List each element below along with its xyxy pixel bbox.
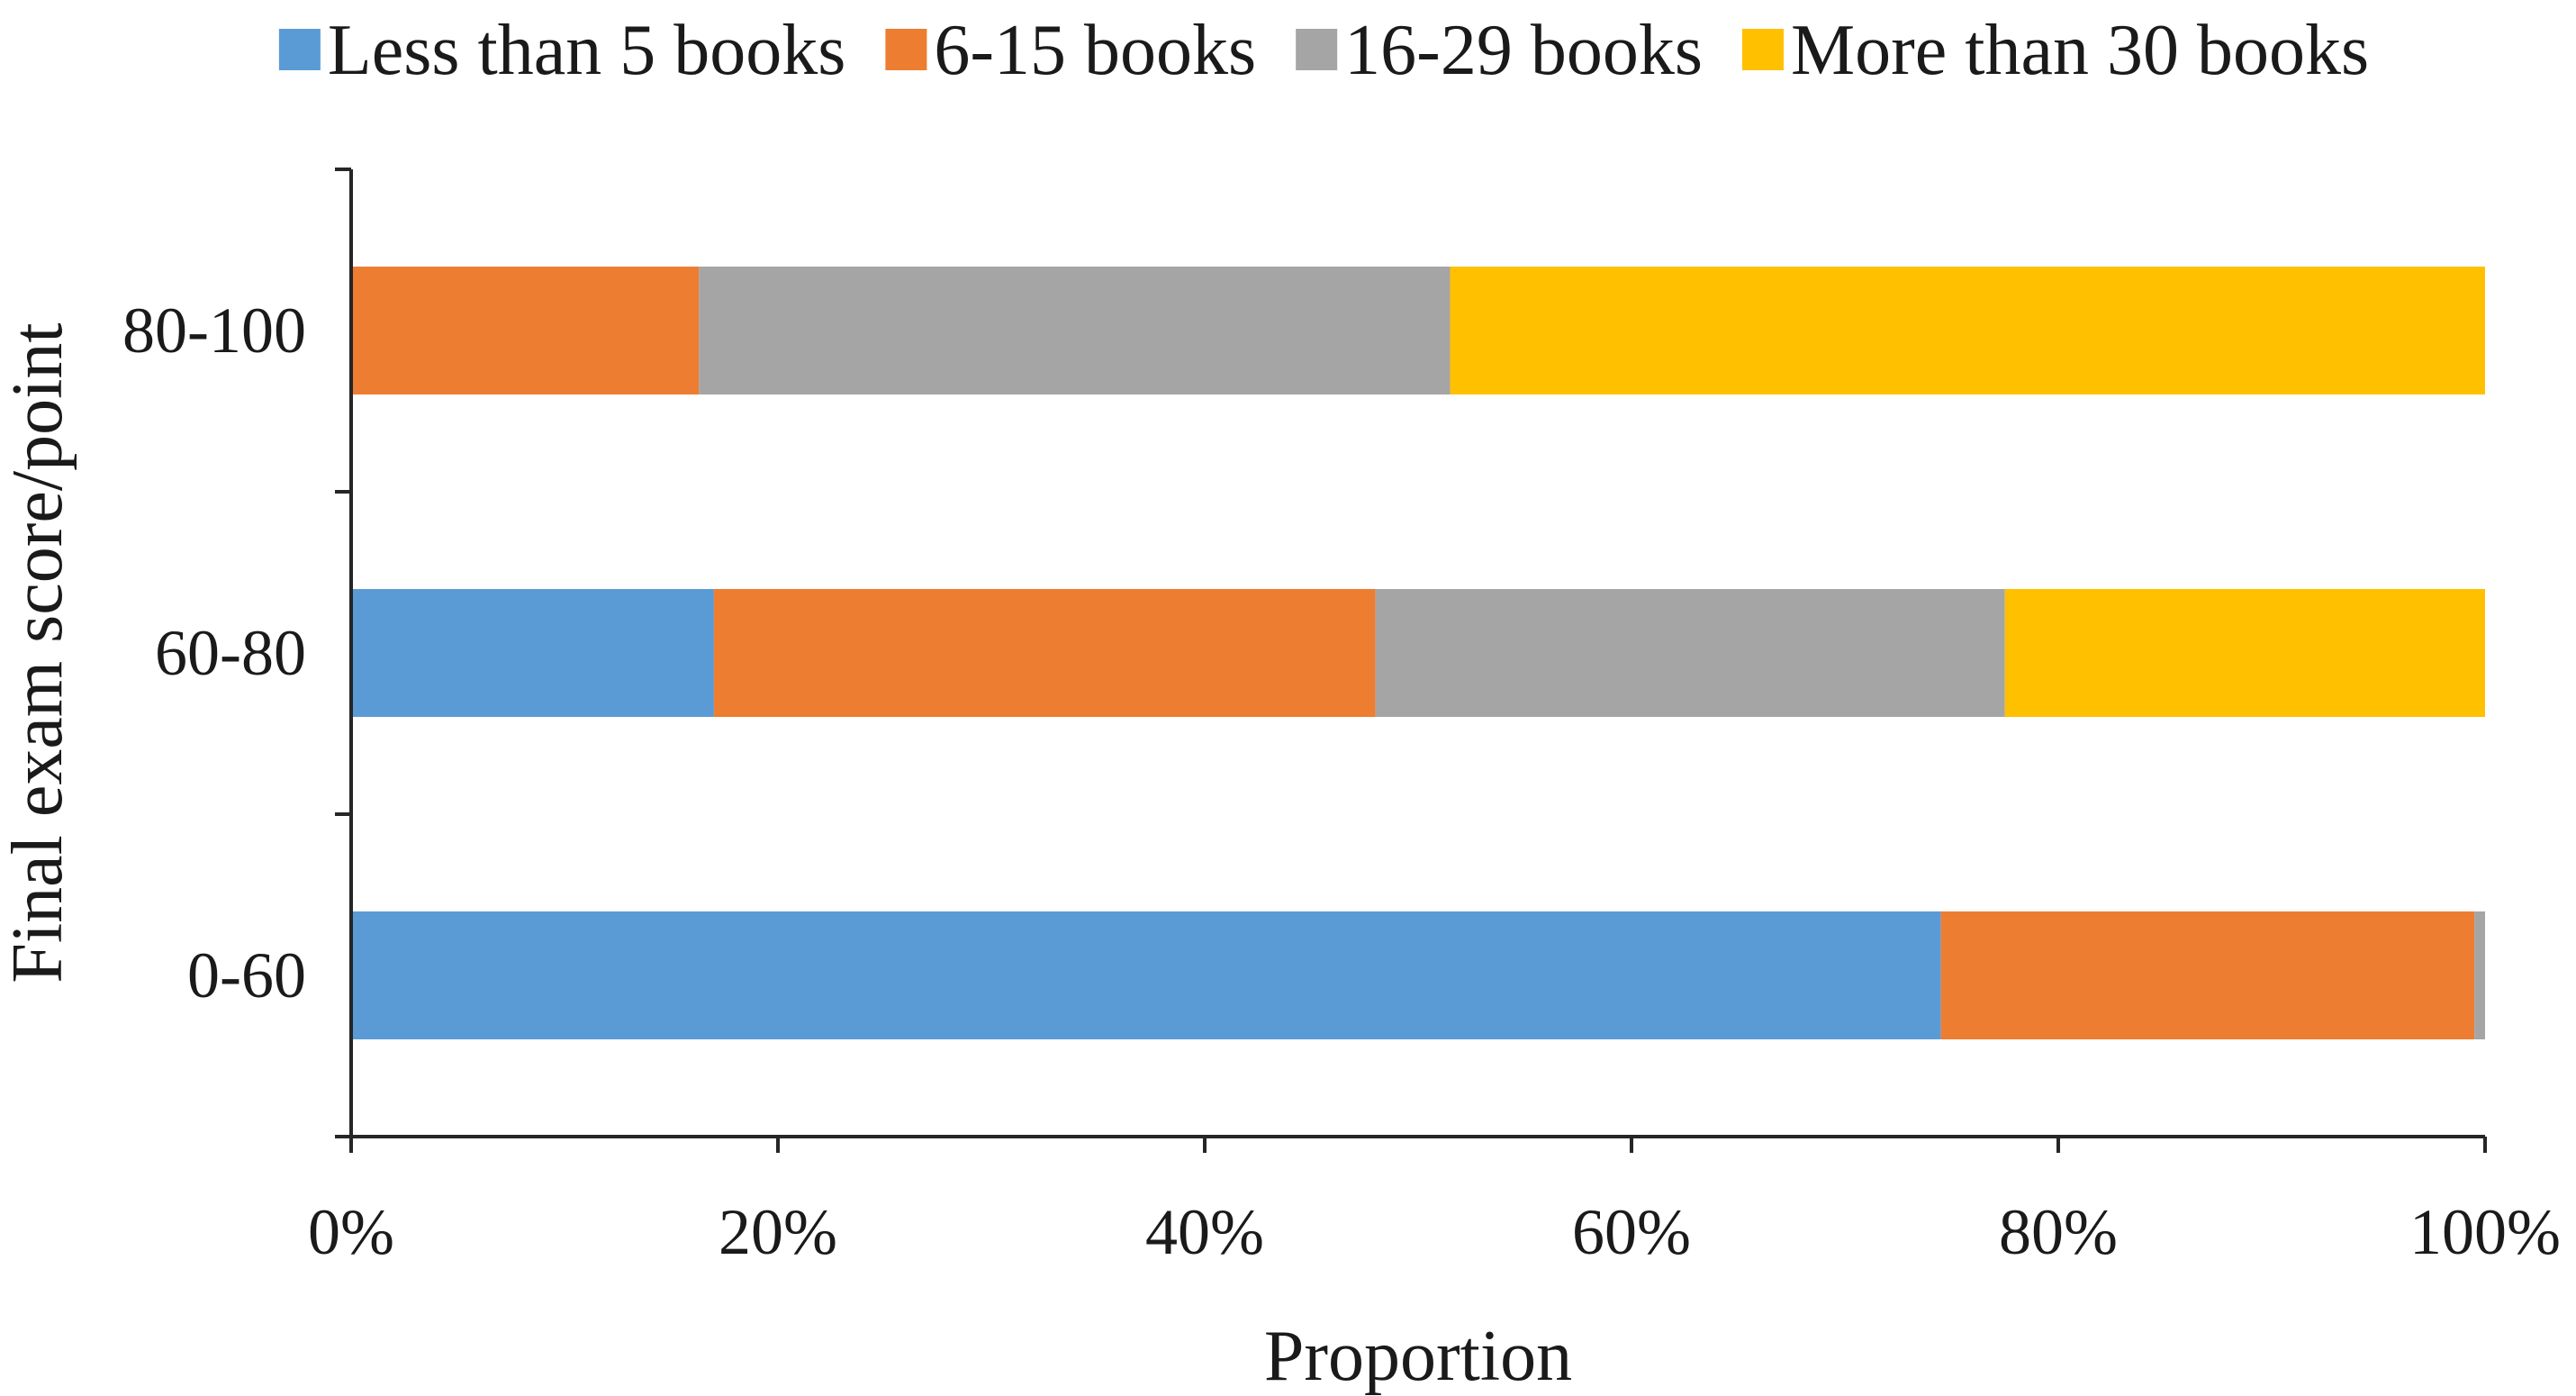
y-tick-label: 80-100 [122, 295, 306, 367]
legend-label: More than 30 books [1791, 11, 2369, 90]
y-tick-label: 0-60 [187, 939, 306, 1011]
legend-label: 16-29 books [1344, 11, 1703, 90]
bar-60-80-series-1 [351, 589, 714, 717]
y-axis-ticks: 0-60 60-80 80-100 [122, 168, 351, 1138]
legend-label: Less than 5 books [328, 11, 846, 90]
bar-0-60-series-1 [351, 911, 1941, 1039]
legend-swatch [1741, 29, 1784, 70]
legend-item-2: 6-15 books [885, 11, 1256, 90]
bar-80-100-series-3 [699, 267, 1451, 394]
bar-0-60-series-3 [2474, 911, 2485, 1039]
legend-swatch [885, 29, 927, 70]
bar-60-80-series-2 [713, 589, 1376, 717]
x-tick-label: 40% [1145, 1196, 1264, 1268]
legend-swatch [1296, 29, 1338, 70]
bar-80-100-series-4 [1450, 267, 2485, 394]
x-tick-label: 20% [719, 1196, 837, 1268]
x-tick-label: 60% [1572, 1196, 1691, 1268]
x-axis-ticks: 0% 20% 40% 60% 80% 100% [308, 1137, 2561, 1268]
y-tick-label: 60-80 [155, 617, 306, 689]
bar-60-80-series-4 [2004, 589, 2485, 717]
legend-label: 6-15 books [934, 11, 1256, 90]
legend-item-3: 16-29 books [1296, 11, 1703, 90]
y-axis-title: Final exam score/point [0, 322, 77, 983]
plot-area: 0-60 60-80 80-100 0% 20% 40% 60% 80% 100% [122, 168, 2561, 1268]
x-tick-label: 0% [308, 1196, 394, 1268]
legend: Less than 5 books 6-15 books 16-29 books Mo… [278, 11, 2369, 90]
x-tick-label: 100% [2409, 1196, 2561, 1268]
x-axis-title: Proportion [1264, 1317, 1572, 1396]
bar-80-100-series-2 [351, 267, 700, 394]
legend-item-4: More than 30 books [1741, 11, 2369, 90]
legend-swatch [278, 29, 321, 70]
bar-60-80-series-3 [1375, 589, 2005, 717]
bars [351, 267, 2485, 1039]
legend-item-1: Less than 5 books [278, 11, 846, 90]
bar-0-60-series-2 [1940, 911, 2475, 1039]
x-tick-label: 80% [1999, 1196, 2118, 1268]
